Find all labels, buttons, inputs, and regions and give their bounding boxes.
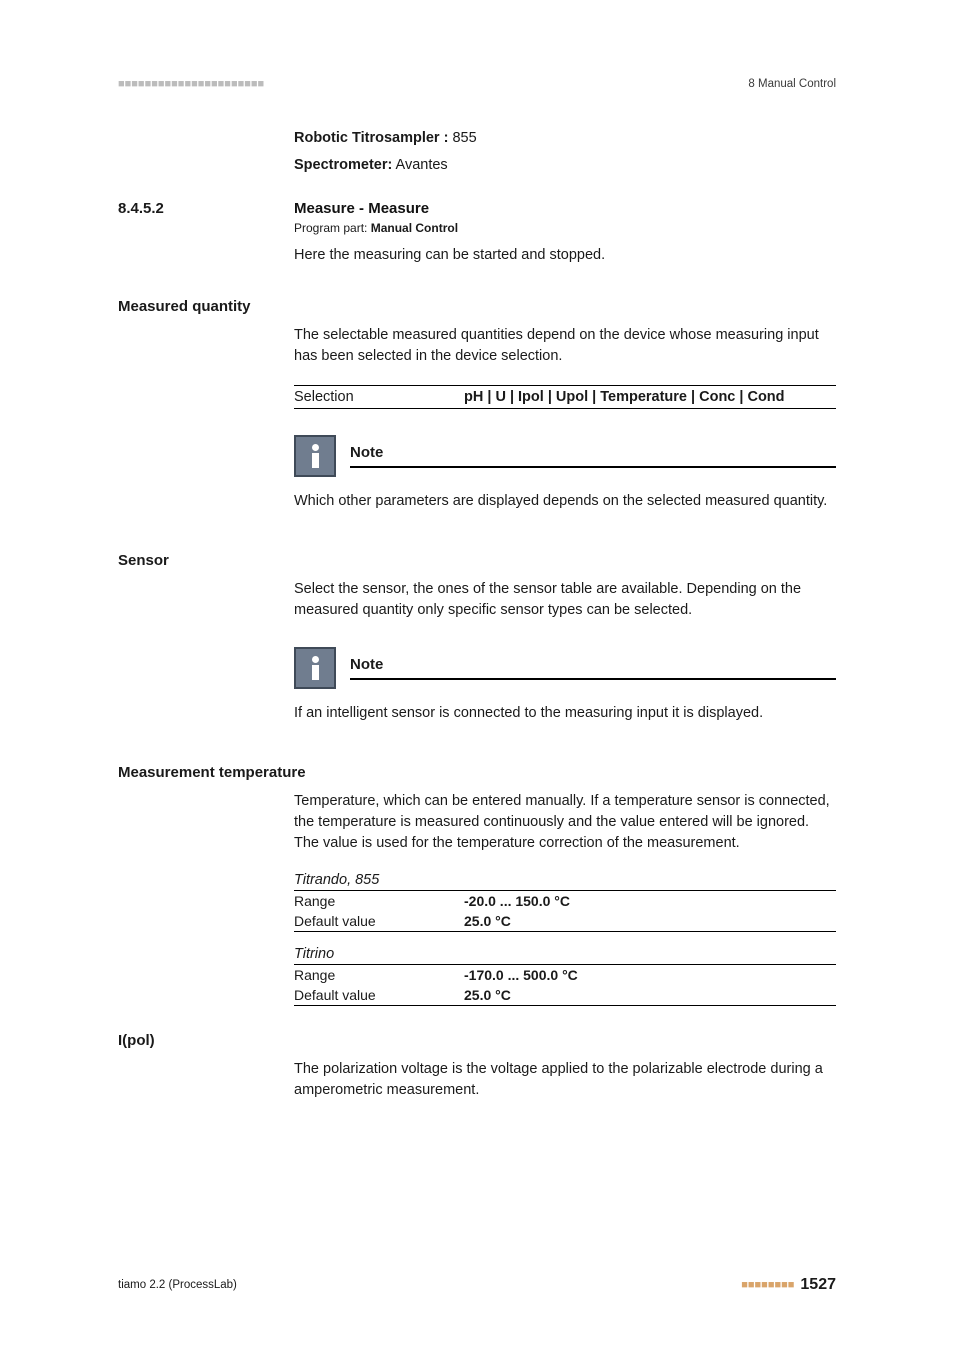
selection-label: Selection [294, 389, 464, 405]
header-chapter: 8 Manual Control [748, 78, 836, 90]
range-row-2b: Default value 25.0 °C [294, 985, 836, 1005]
measured-quantity-note: Note Which other parameters are displaye… [294, 435, 836, 512]
section-number: 8.4.5.2 [118, 200, 294, 217]
page-header: ■■■■■■■■■■■■■■■■■■■■■■ 8 Manual Control [118, 78, 836, 90]
range-table-2: Titrino Range -170.0 ... 500.0 °C Defaul… [294, 946, 836, 1006]
range-2a-val: -170.0 ... 500.0 °C [464, 967, 578, 983]
page-footer: tiamo 2.2 (ProcessLab) ■■■■■■■■ 1527 [118, 1276, 836, 1294]
range-1a-key: Range [294, 893, 464, 909]
intro-line-2-value: Avantes [392, 157, 447, 173]
section-title: Measure - Measure [294, 200, 429, 217]
header-dots: ■■■■■■■■■■■■■■■■■■■■■■ [118, 78, 264, 90]
range-1a-val: -20.0 ... 150.0 °C [464, 893, 570, 909]
intro-line-2: Spectrometer: Avantes [294, 155, 836, 176]
section-intro-text: Here the measuring can be started and st… [294, 245, 836, 266]
ipol-block: The polarization voltage is the voltage … [294, 1059, 836, 1101]
selection-value: pH | U | Ipol | Upol | Temperature | Con… [464, 389, 785, 405]
intro-block: Robotic Titrosampler : 855 Spectrometer:… [294, 128, 836, 176]
info-icon-glyph [312, 656, 319, 680]
range-2b-val: 25.0 °C [464, 987, 511, 1003]
note-title: Note [350, 444, 383, 461]
range-1b-key: Default value [294, 913, 464, 929]
note-title-wrap-2: Note [350, 656, 836, 680]
program-part-label: Program part: [294, 221, 371, 235]
sensor-heading: Sensor [118, 552, 836, 569]
intro-line-1: Robotic Titrosampler : 855 [294, 128, 836, 149]
section-header: 8.4.5.2 Measure - Measure [118, 200, 836, 217]
measured-quantity-block: The selectable measured quantities depen… [294, 325, 836, 512]
ipol-text: The polarization voltage is the voltage … [294, 1059, 836, 1101]
section-body: Program part: Manual Control Here the me… [294, 221, 836, 266]
range-table-1: Titrando, 855 Range -20.0 ... 150.0 °C D… [294, 872, 836, 932]
measured-quantity-text: The selectable measured quantities depen… [294, 325, 836, 367]
meas-temp-heading: Measurement temperature [118, 764, 836, 781]
footer-right: ■■■■■■■■ 1527 [741, 1276, 836, 1294]
info-icon [294, 647, 336, 689]
info-icon-glyph [312, 444, 319, 468]
program-part: Program part: Manual Control [294, 221, 836, 235]
range-2b-key: Default value [294, 987, 464, 1003]
ipol-heading: I(pol) [118, 1032, 836, 1049]
sensor-block: Select the sensor, the ones of the senso… [294, 579, 836, 724]
selection-row: Selection pH | U | Ipol | Upol | Tempera… [294, 385, 836, 409]
note-head-2: Note [294, 647, 836, 689]
note-title-2: Note [350, 656, 383, 673]
note-body: Which other parameters are displayed dep… [294, 491, 836, 512]
note-title-wrap: Note [350, 444, 836, 468]
intro-line-1-label: Robotic Titrosampler : [294, 130, 448, 146]
range-row-2a: Range -170.0 ... 500.0 °C [294, 965, 836, 985]
range-head-1: Titrando, 855 [294, 872, 836, 890]
sensor-note: Note If an intelligent sensor is connect… [294, 647, 836, 724]
range-head-2: Titrino [294, 946, 836, 964]
range-1b-val: 25.0 °C [464, 913, 511, 929]
footer-page: 1527 [800, 1276, 836, 1294]
measured-quantity-heading: Measured quantity [118, 298, 836, 315]
info-icon [294, 435, 336, 477]
intro-line-2-label: Spectrometer: [294, 157, 392, 173]
intro-line-1-value: 855 [448, 130, 476, 146]
range-row-1b: Default value 25.0 °C [294, 911, 836, 931]
sensor-text: Select the sensor, the ones of the senso… [294, 579, 836, 621]
footer-dots: ■■■■■■■■ [741, 1279, 794, 1291]
program-part-value: Manual Control [371, 221, 458, 235]
range-row-1a: Range -20.0 ... 150.0 °C [294, 891, 836, 911]
range-2a-key: Range [294, 967, 464, 983]
meas-temp-text: Temperature, which can be entered manual… [294, 791, 836, 854]
note-body-2: If an intelligent sensor is connected to… [294, 703, 836, 724]
note-head: Note [294, 435, 836, 477]
meas-temp-block: Temperature, which can be entered manual… [294, 791, 836, 1006]
footer-left: tiamo 2.2 (ProcessLab) [118, 1279, 237, 1291]
